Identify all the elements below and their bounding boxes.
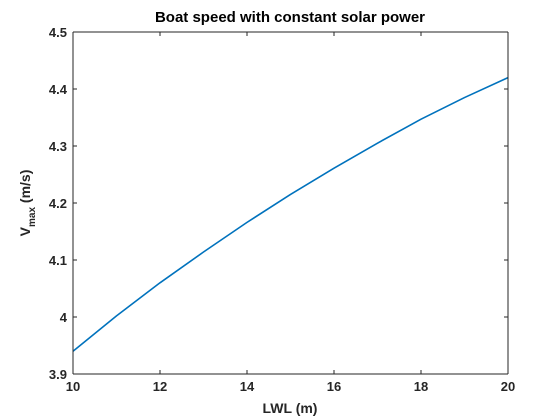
y-tick-label: 4.1: [49, 253, 67, 268]
y-tick-label: 4.2: [49, 196, 67, 211]
y-tick-label: 4.5: [49, 25, 67, 40]
y-tick-label: 4: [60, 310, 68, 325]
y-axis-label: Vmax (m/s): [17, 170, 38, 237]
series-line: [72, 76, 509, 352]
x-tick-label: 14: [240, 379, 255, 394]
y-tick-label: 3.9: [49, 367, 67, 382]
x-tick-label: 10: [66, 379, 80, 394]
series-group: [72, 76, 509, 352]
x-tick-label: 16: [327, 379, 341, 394]
y-ticks: 3.9 4 4.1 4.2 4.3 4.4 4.5: [49, 25, 508, 382]
chart-title: Boat speed with constant solar power: [155, 9, 425, 26]
x-axis-label: LWL (m): [263, 400, 318, 416]
y-axis-label-suffix: (m/s): [17, 170, 33, 207]
x-tick-label: 12: [153, 379, 167, 394]
x-tick-label: 20: [501, 379, 515, 394]
y-tick-label: 4.3: [49, 139, 67, 154]
x-ticks: 10 12 14 16 18 20: [66, 32, 515, 394]
y-axis-label-main: V: [17, 226, 33, 236]
plot-area: [73, 32, 508, 374]
x-tick-label: 18: [414, 379, 428, 394]
y-tick-label: 4.4: [49, 82, 68, 97]
y-axis-label-subscript: max: [27, 207, 38, 227]
